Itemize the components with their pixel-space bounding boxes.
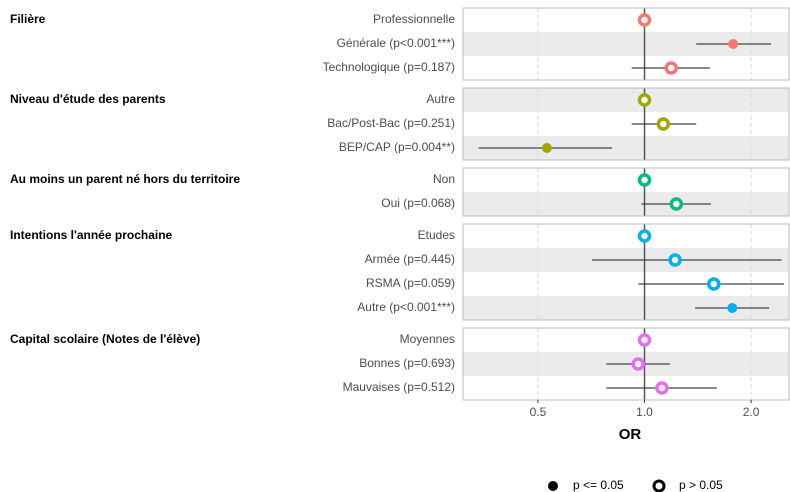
- row-label: Professionnelle: [373, 12, 455, 26]
- panel-border: [462, 87, 790, 161]
- point: [637, 13, 652, 27]
- row-label: Non: [433, 172, 455, 186]
- row-band: [463, 112, 789, 136]
- panel-border: [462, 167, 790, 217]
- group-label: Capital scolaire (Notes de l'élève): [10, 332, 200, 346]
- point: [656, 117, 671, 131]
- x-tick-label: 0.5: [530, 405, 547, 419]
- point: [728, 39, 739, 49]
- point: [707, 277, 721, 291]
- point: [541, 143, 552, 153]
- group-label: Au moins un parent né hors du territoire: [10, 172, 240, 186]
- point: [637, 173, 652, 187]
- row-label: RSMA (p=0.059): [366, 276, 455, 290]
- legend-key: [548, 481, 558, 491]
- panel-border: [462, 327, 790, 401]
- row-label: Armée (p=0.445): [365, 252, 455, 266]
- row-label: BEP/CAP (p=0.004**): [339, 140, 455, 154]
- panel-border: [462, 223, 790, 321]
- legend-label: p > 0.05: [679, 478, 723, 492]
- x-tick-label: 2.0: [743, 405, 760, 419]
- point: [637, 333, 652, 347]
- group-label: Niveau d'étude des parents: [10, 92, 166, 106]
- x-axis-label: OR: [619, 426, 642, 443]
- point: [727, 303, 738, 313]
- row-label: Technologique (p=0.187): [323, 60, 455, 74]
- panel-border: [462, 7, 790, 81]
- row-label: Mauvaises (p=0.512): [343, 380, 455, 394]
- legend-label: p <= 0.05: [573, 478, 624, 492]
- row-band: [463, 192, 789, 216]
- point: [668, 253, 682, 267]
- legend-key: [652, 479, 666, 492]
- row-band: [463, 8, 789, 32]
- row-band: [463, 168, 789, 192]
- point: [637, 229, 652, 243]
- point: [664, 61, 679, 75]
- point: [669, 197, 684, 211]
- row-label: Autre: [426, 92, 455, 106]
- x-tick-label: 1.0: [636, 405, 653, 419]
- row-label: Bonnes (p=0.693): [359, 356, 455, 370]
- point: [637, 93, 652, 107]
- group-label: Filière: [10, 12, 46, 26]
- row-label: Générale (p<0.001***): [337, 36, 455, 50]
- row-label: Bac/Post-Bac (p=0.251): [327, 116, 455, 130]
- row-label: Oui (p=0.068): [381, 196, 455, 210]
- row-band: [463, 56, 789, 80]
- row-band: [463, 88, 789, 112]
- row-label: Autre (p<0.001***): [357, 300, 455, 314]
- row-band: [463, 328, 789, 352]
- point: [655, 381, 669, 395]
- point: [631, 357, 645, 371]
- row-band: [463, 224, 789, 248]
- row-label: Moyennes: [400, 332, 455, 346]
- group-label: Intentions l'année prochaine: [10, 228, 173, 242]
- row-label: Etudes: [418, 228, 455, 242]
